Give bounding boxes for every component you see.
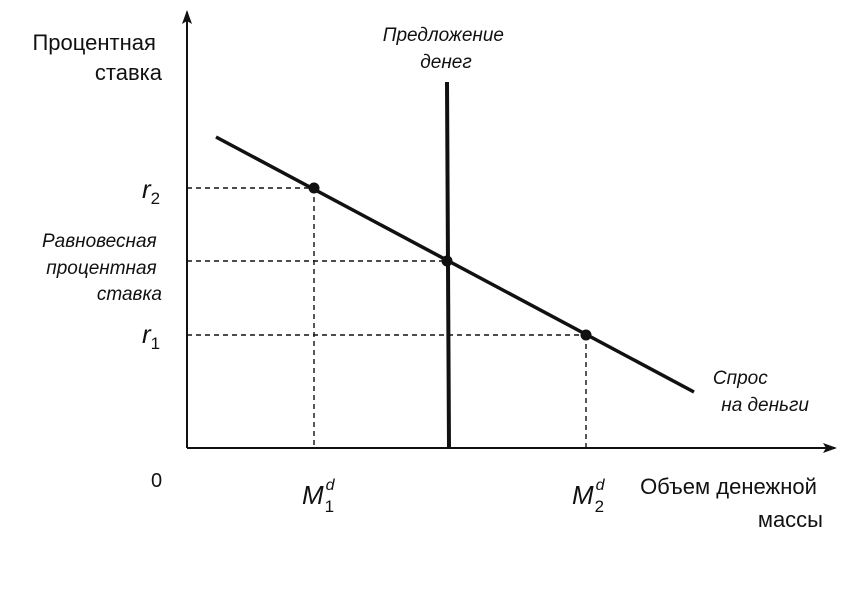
x-axis-title: Объем денежной массы (640, 474, 823, 532)
money-supply-label: Предложение денег (383, 25, 510, 73)
origin-label: 0 (151, 470, 162, 492)
y-tick-r2: r2 (142, 174, 160, 208)
money-demand-label: Спрос на деньги (713, 368, 810, 416)
y-tick-r1: r1 (142, 319, 160, 353)
guide-lines (187, 187, 587, 448)
y-axis-title: Процентная ставка (32, 30, 162, 85)
equilibrium-rate-label: Равновесная процентная ставка (42, 231, 162, 305)
point-r1 (580, 329, 592, 341)
money-demand-line (215, 135, 695, 394)
point-r2 (308, 182, 320, 194)
point-equilibrium (441, 255, 453, 267)
